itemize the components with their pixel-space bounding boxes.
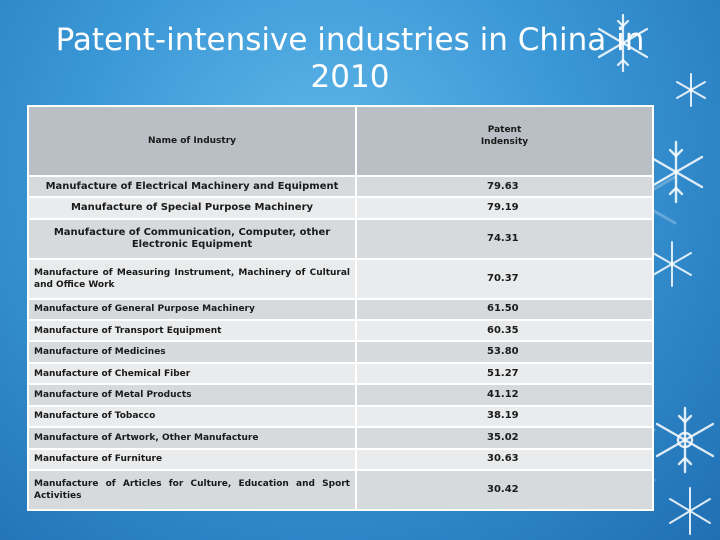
industry-cell: Manufacture of General Purpose Machinery <box>27 297 357 321</box>
table-row: Manufacture of Chemical Fiber 51.27 <box>27 361 654 386</box>
density-cell: 79.19 <box>355 196 654 220</box>
density-cell: 61.50 <box>355 297 654 321</box>
table-row: Manufacture of Special Purpose Machinery… <box>27 196 654 220</box>
table-row: Manufacture of Artwork, Other Manufactur… <box>27 426 654 450</box>
industry-cell: Manufacture of Articles for Culture, Edu… <box>27 469 357 511</box>
density-cell: 38.19 <box>355 404 654 429</box>
table-row: Manufacture of Measuring Instrument, Mac… <box>27 257 654 300</box>
industry-table: Name of Industry Patent Indensity Manufa… <box>27 105 654 511</box>
density-cell: 60.35 <box>355 318 654 343</box>
table-row: Manufacture of General Purpose Machinery… <box>27 297 654 321</box>
snowflake-icon <box>676 73 706 107</box>
snowflake-icon <box>655 406 715 474</box>
table-row: Manufacture of Tobacco 38.19 <box>27 404 654 429</box>
table-row: Manufacture of Medicines 53.80 <box>27 340 654 364</box>
snowflake-icon <box>669 487 711 535</box>
table-header-row: Name of Industry Patent Indensity <box>27 105 654 177</box>
industry-cell: Manufacture of Transport Equipment <box>27 318 357 343</box>
industry-cell: Manufacture of Chemical Fiber <box>27 361 357 386</box>
density-cell: 74.31 <box>355 217 654 260</box>
industry-cell: Manufacture of Special Purpose Machinery <box>27 196 357 220</box>
table-row: Manufacture of Transport Equipment 60.35 <box>27 318 654 343</box>
snowflake-icon <box>652 241 692 287</box>
header-industry: Name of Industry <box>27 105 357 177</box>
industry-cell: Manufacture of Metal Products <box>27 383 357 407</box>
table-row: Manufacture of Articles for Culture, Edu… <box>27 469 654 511</box>
slide-title: Patent-intensive industries in China in … <box>55 22 645 95</box>
industry-cell: Manufacture of Furniture <box>27 447 357 472</box>
table-row: Manufacture of Communication, Computer, … <box>27 217 654 260</box>
density-cell: 53.80 <box>355 340 654 364</box>
density-cell: 35.02 <box>355 426 654 450</box>
density-cell: 30.63 <box>355 447 654 472</box>
industry-cell: Manufacture of Communication, Computer, … <box>27 217 357 260</box>
density-cell: 51.27 <box>355 361 654 386</box>
industry-cell: Manufacture of Electrical Machinery and … <box>27 174 357 199</box>
density-cell: 30.42 <box>355 469 654 511</box>
table-row: Manufacture of Electrical Machinery and … <box>27 174 654 199</box>
density-cell: 79.63 <box>355 174 654 199</box>
industry-cell: Manufacture of Medicines <box>27 340 357 364</box>
table-row: Manufacture of Furniture 30.63 <box>27 447 654 472</box>
industry-cell: Manufacture of Tobacco <box>27 404 357 429</box>
density-cell: 70.37 <box>355 257 654 300</box>
industry-cell: Manufacture of Artwork, Other Manufactur… <box>27 426 357 450</box>
snowflake-icon <box>648 140 704 204</box>
density-cell: 41.12 <box>355 383 654 407</box>
industry-cell: Manufacture of Measuring Instrument, Mac… <box>27 257 357 300</box>
header-density: Patent Indensity <box>355 105 654 177</box>
table-row: Manufacture of Metal Products 41.12 <box>27 383 654 407</box>
